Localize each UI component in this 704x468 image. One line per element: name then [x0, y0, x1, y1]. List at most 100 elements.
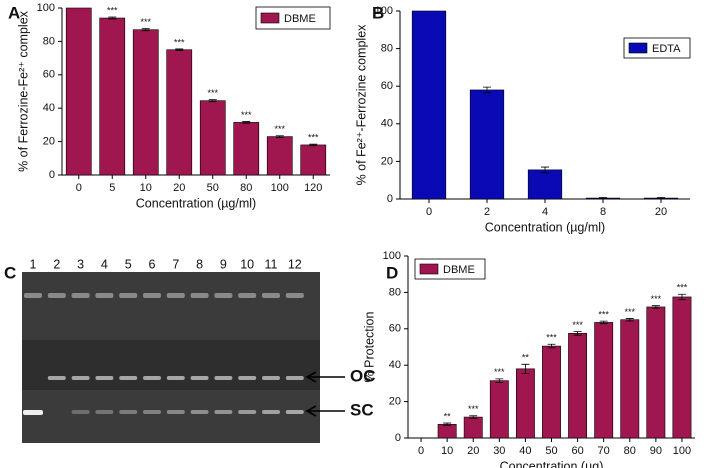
error-bar — [573, 331, 582, 336]
x-tick-label: 100 — [673, 445, 691, 457]
oc-band — [190, 376, 209, 380]
y-tick-label: 60 — [43, 69, 55, 81]
y-tick-label: 40 — [381, 118, 393, 130]
error-bar — [309, 143, 318, 147]
error-bar — [242, 121, 251, 124]
lane-label: 11 — [265, 257, 278, 271]
bar — [489, 380, 509, 439]
bar — [568, 333, 588, 439]
well — [143, 293, 161, 298]
y-axis-title: % Protection — [362, 312, 376, 383]
arrow — [305, 371, 345, 383]
sc-band — [95, 410, 114, 414]
bar — [463, 416, 483, 439]
x-axis-title: Concentration (µg/ml) — [136, 196, 256, 210]
x-axis-title: Concentration (µg/ml) — [485, 220, 605, 234]
legend-swatch — [419, 263, 439, 275]
bar — [672, 296, 692, 439]
oc-band — [285, 376, 304, 380]
bar — [166, 49, 193, 176]
bar — [65, 7, 92, 176]
x-tick-label: 0 — [76, 182, 82, 194]
error-bar — [625, 318, 634, 322]
y-tick-label: 40 — [43, 102, 55, 114]
error-bar — [547, 343, 556, 349]
panel-label: A — [8, 3, 20, 22]
lane-label: 6 — [149, 257, 156, 271]
y-tick-label: 0 — [387, 193, 393, 205]
oc-band — [71, 376, 90, 380]
sc-band — [143, 410, 161, 414]
panel-label: B — [372, 3, 384, 22]
bar — [527, 169, 563, 200]
lane-label: 2 — [53, 257, 60, 271]
error-bar — [483, 86, 491, 94]
x-tick-label: 70 — [598, 445, 610, 457]
y-tick-label: 60 — [381, 80, 393, 92]
error-bar — [208, 99, 217, 103]
error-bar — [657, 197, 665, 200]
bar — [199, 100, 226, 176]
legend-swatch — [260, 12, 280, 24]
significance-label: *** — [207, 88, 218, 98]
significance-label: ** — [444, 411, 452, 421]
x-tick-label: 10 — [441, 445, 453, 457]
y-tick-label: 40 — [389, 359, 401, 371]
error-bar — [521, 363, 530, 374]
oc-band — [47, 376, 66, 380]
bar — [99, 17, 126, 176]
significance-label: *** — [625, 307, 636, 317]
x-tick-label: 40 — [519, 445, 531, 457]
error-bar — [275, 135, 284, 138]
sc-band — [285, 410, 304, 414]
well — [71, 293, 90, 298]
legend-swatch — [628, 42, 648, 54]
y-tick-label: 100 — [375, 5, 393, 17]
oc-band — [119, 376, 138, 380]
y-tick-label: 0 — [49, 169, 55, 181]
y-axis-title: % of Ferrozine-Fe²⁺ complex — [16, 10, 30, 172]
lane-label: 10 — [240, 257, 254, 271]
lane-label: 3 — [77, 257, 84, 271]
oc-band — [95, 376, 114, 380]
error-bar — [495, 378, 504, 383]
legend-label: EDTA — [652, 43, 681, 55]
x-tick-label: 50 — [545, 445, 557, 457]
oc-band — [143, 376, 161, 380]
well — [214, 293, 233, 298]
x-tick-label: 90 — [650, 445, 662, 457]
error-bar — [677, 293, 686, 301]
y-tick-label: 20 — [381, 155, 393, 167]
x-tick-label: 10 — [140, 182, 152, 194]
well — [166, 293, 185, 298]
x-tick-label: 60 — [571, 445, 583, 457]
y-axis-title: % of Fe²⁺-Ferrozine complex — [354, 24, 368, 186]
error-bar — [108, 16, 117, 20]
sc-band — [214, 410, 233, 414]
sc-band — [23, 410, 43, 415]
x-tick-label: 30 — [493, 445, 505, 457]
error-bar — [175, 48, 184, 51]
y-tick-label: 100 — [383, 250, 401, 262]
bar — [542, 345, 561, 439]
lane-label: 5 — [125, 257, 132, 271]
x-tick-label: 120 — [304, 182, 322, 194]
significance-label: *** — [598, 310, 609, 320]
well — [262, 293, 280, 298]
lane-label: 1 — [30, 257, 37, 271]
significance-label: *** — [241, 110, 252, 120]
x-tick-label: 0 — [418, 445, 424, 457]
sc-band — [262, 410, 280, 414]
well — [285, 293, 304, 298]
y-tick-label: 20 — [43, 136, 55, 148]
well — [24, 293, 42, 298]
y-tick-label: 80 — [389, 286, 401, 298]
significance-label: *** — [677, 283, 688, 293]
well — [47, 293, 66, 298]
y-tick-label: 80 — [381, 43, 393, 55]
well — [119, 293, 138, 298]
sc-band — [119, 410, 138, 414]
error-bar — [141, 28, 150, 32]
lane-label: 9 — [220, 257, 227, 271]
